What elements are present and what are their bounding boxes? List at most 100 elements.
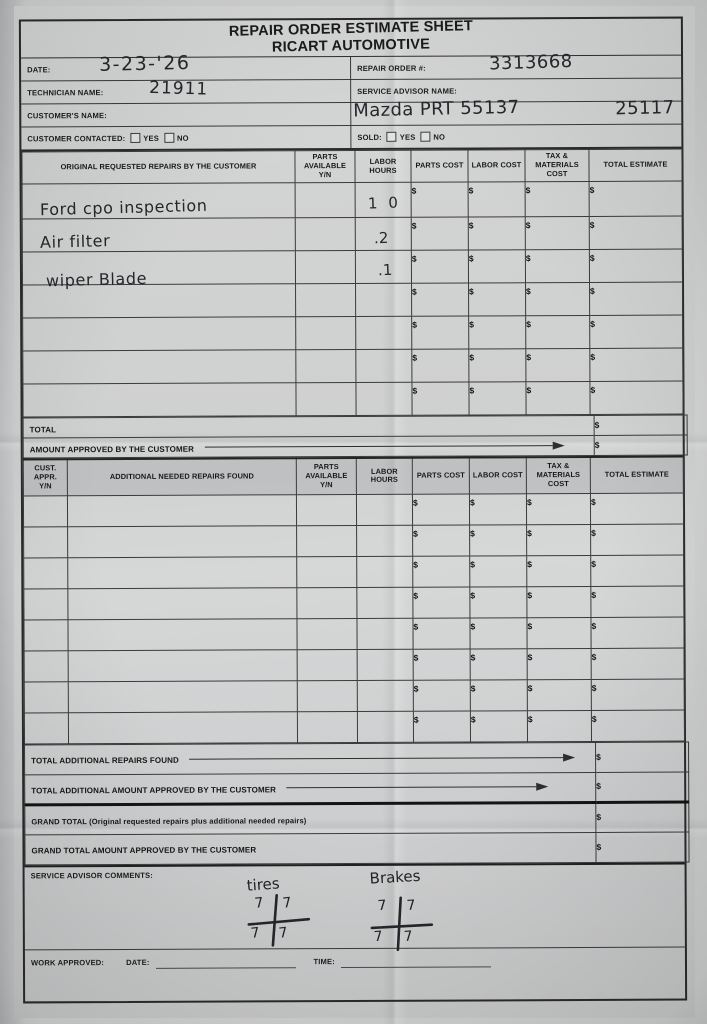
labor-hours-cell[interactable] (355, 283, 412, 317)
parts-cost-cell[interactable]: $ (412, 555, 470, 587)
parts-cost-cell[interactable]: $ (413, 679, 471, 711)
technician-field-cell[interactable]: TECHNICIAN NAME: 21911 (21, 78, 352, 104)
labor-cost-cell[interactable]: $ (468, 315, 526, 349)
total-estimate-cell[interactable]: $ (590, 585, 684, 617)
work-approved-date-input[interactable] (155, 955, 296, 969)
labor-cost-cell[interactable]: $ (469, 555, 527, 587)
repair-description-cell[interactable] (22, 316, 296, 351)
labor-cost-cell[interactable]: $ (469, 524, 527, 556)
parts-available-cell[interactable] (297, 710, 358, 743)
cust-appr-cell[interactable] (23, 557, 68, 589)
additional-repair-description-cell[interactable] (68, 649, 298, 682)
total-estimate-cell[interactable]: $ (590, 523, 684, 555)
total-estimate-cell[interactable]: $ (589, 381, 684, 415)
labor-cost-cell[interactable]: $ (468, 381, 527, 415)
labor-hours-cell[interactable] (357, 648, 414, 680)
labor-hours-cell[interactable] (357, 710, 414, 742)
customer-contacted-no-checkbox[interactable] (163, 132, 174, 143)
tax-materials-cell[interactable]: $ (526, 616, 592, 649)
labor-cost-cell[interactable]: $ (468, 348, 526, 382)
total-estimate-cell[interactable]: $ (590, 616, 685, 648)
customer-contacted-yes-checkbox[interactable] (130, 132, 141, 143)
parts-cost-cell[interactable]: $ (413, 710, 471, 742)
parts-available-cell[interactable] (297, 648, 358, 681)
labor-cost-cell[interactable]: $ (470, 679, 528, 711)
repair-description-cell[interactable] (22, 349, 296, 384)
cust-appr-cell[interactable] (24, 681, 69, 713)
parts-cost-cell[interactable]: $ (411, 381, 470, 416)
parts-cost-cell[interactable]: $ (412, 617, 471, 649)
parts-available-cell[interactable] (295, 316, 356, 350)
total-estimate-cell[interactable]: $ (590, 554, 684, 586)
additional-repair-description-cell[interactable] (67, 556, 297, 589)
labor-hours-cell[interactable] (356, 555, 413, 587)
repair-description-cell[interactable] (22, 217, 296, 252)
parts-available-cell[interactable] (295, 283, 356, 317)
additional-repair-description-cell[interactable] (67, 494, 297, 527)
parts-available-cell[interactable] (296, 524, 357, 557)
parts-available-cell[interactable] (295, 250, 356, 284)
total-additional-value-cell[interactable]: $ (595, 741, 689, 772)
labor-cost-cell[interactable]: $ (468, 249, 526, 283)
labor-cost-cell[interactable]: $ (468, 181, 526, 217)
parts-available-cell[interactable] (296, 493, 357, 526)
additional-repair-description-cell[interactable] (68, 711, 298, 744)
parts-available-cell[interactable] (295, 382, 357, 416)
parts-available-cell[interactable] (295, 349, 356, 383)
additional-repair-description-cell[interactable] (67, 525, 297, 558)
total-estimate-cell[interactable]: $ (589, 216, 683, 250)
service-advisor-comments-area[interactable]: SERVICE ADVISOR COMMENTS: tires 7 7 7 7 … (24, 862, 685, 951)
cust-appr-cell[interactable] (23, 495, 68, 527)
total-estimate-cell[interactable]: $ (591, 678, 685, 710)
labor-hours-cell[interactable] (356, 524, 413, 556)
cust-appr-cell[interactable] (23, 619, 69, 651)
labor-hours-cell[interactable] (356, 493, 413, 525)
tax-materials-cell[interactable]: $ (526, 554, 591, 587)
service-advisor-field-cell[interactable]: SERVICE ADVISOR NAME: (351, 79, 681, 102)
parts-available-cell[interactable] (297, 679, 358, 712)
customer-name-field-cell[interactable]: CUSTOMER'S NAME: (21, 103, 352, 127)
total-estimate-cell[interactable]: $ (589, 249, 683, 283)
labor-hours-cell[interactable] (355, 316, 412, 350)
labor-hours-cell[interactable] (356, 586, 413, 618)
tax-materials-cell[interactable]: $ (526, 585, 591, 618)
additional-repair-description-cell[interactable] (67, 587, 297, 620)
labor-cost-cell[interactable]: $ (468, 282, 526, 316)
parts-cost-cell[interactable]: $ (412, 493, 470, 525)
labor-cost-cell[interactable]: $ (470, 710, 528, 742)
parts-available-cell[interactable] (296, 555, 357, 588)
labor-hours-cell[interactable] (355, 250, 412, 284)
total-estimate-cell[interactable]: $ (591, 647, 685, 679)
tax-materials-cell[interactable]: $ (525, 216, 590, 250)
parts-cost-cell[interactable]: $ (411, 181, 469, 218)
additional-repair-description-cell[interactable] (67, 618, 298, 651)
total-additional-approved-value-cell[interactable]: $ (595, 771, 689, 802)
labor-hours-cell[interactable] (355, 182, 412, 218)
tax-materials-cell[interactable]: $ (525, 249, 590, 283)
parts-cost-cell[interactable]: $ (411, 315, 469, 350)
tax-materials-cell[interactable]: $ (525, 315, 590, 349)
work-approved-time-input[interactable] (340, 954, 491, 968)
parts-cost-cell[interactable]: $ (411, 216, 469, 251)
repair-description-cell[interactable] (22, 182, 296, 219)
labor-hours-cell[interactable] (355, 349, 412, 383)
cust-appr-cell[interactable] (23, 588, 68, 620)
repair-description-cell[interactable] (22, 283, 296, 318)
total-value-cell[interactable]: $ (594, 415, 688, 436)
labor-cost-cell[interactable]: $ (469, 617, 528, 649)
sold-no-checkbox[interactable] (420, 131, 431, 142)
labor-cost-cell[interactable]: $ (469, 493, 527, 525)
grand-total-approved-value-cell[interactable]: $ (595, 831, 690, 862)
tax-materials-cell[interactable]: $ (527, 709, 592, 742)
labor-hours-cell[interactable] (356, 617, 414, 649)
tax-materials-cell[interactable]: $ (526, 523, 591, 556)
tax-materials-cell[interactable]: $ (526, 492, 591, 525)
total-estimate-cell[interactable]: $ (589, 315, 683, 349)
parts-available-cell[interactable] (296, 617, 358, 650)
labor-hours-cell[interactable] (355, 382, 413, 416)
parts-cost-cell[interactable]: $ (413, 648, 471, 680)
tax-materials-cell[interactable]: $ (527, 647, 592, 680)
tax-materials-cell[interactable]: $ (527, 678, 592, 711)
parts-available-cell[interactable] (295, 217, 356, 251)
total-estimate-cell[interactable]: $ (589, 282, 683, 316)
